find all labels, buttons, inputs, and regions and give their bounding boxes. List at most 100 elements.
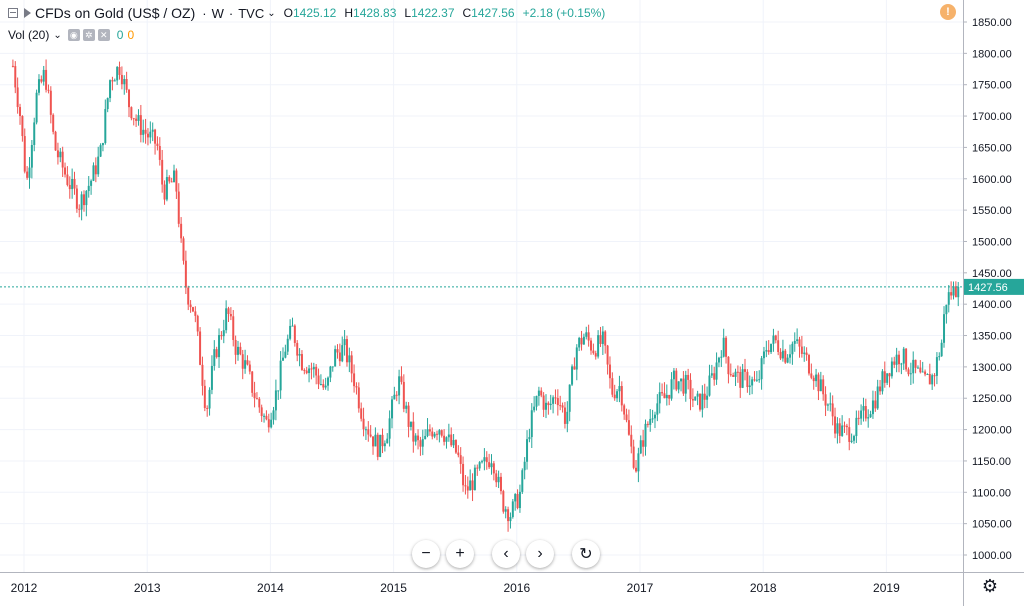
- candle-body: [518, 491, 521, 509]
- candle-body: [400, 376, 403, 382]
- price-tick-label: 1000.00: [972, 550, 1012, 562]
- reset-button[interactable]: ↻: [572, 540, 600, 568]
- candle-body: [30, 145, 33, 168]
- candle-body: [573, 366, 576, 370]
- candle-body: [829, 403, 832, 405]
- candle-body: [222, 330, 225, 337]
- candle-body: [791, 343, 794, 355]
- time-tick-label: 2012: [11, 581, 38, 595]
- candle-body: [571, 366, 574, 385]
- candle-body: [28, 167, 31, 178]
- candle-body: [390, 399, 393, 419]
- collapse-icon[interactable]: [8, 8, 18, 18]
- chevron-down-icon[interactable]: ⌄: [53, 29, 62, 41]
- time-tick-label: 2016: [503, 581, 530, 595]
- candle-body: [180, 223, 183, 239]
- exclamation-circle-icon[interactable]: !: [940, 4, 956, 20]
- interval-label[interactable]: W: [211, 5, 224, 21]
- candle-body: [620, 386, 623, 406]
- candle-body: [244, 360, 247, 369]
- candle-body: [466, 486, 469, 491]
- candle-body: [260, 407, 263, 417]
- close-icon[interactable]: ✕: [97, 29, 110, 41]
- candle-body: [516, 494, 519, 509]
- candle-body: [431, 431, 434, 437]
- settings-small-icon[interactable]: ✲: [82, 29, 95, 41]
- candle-body: [187, 287, 190, 305]
- candle-body: [708, 375, 711, 396]
- zoom-out-button[interactable]: −: [412, 540, 440, 568]
- candle-body: [369, 434, 372, 437]
- source-label[interactable]: TVC: [238, 5, 265, 21]
- candle-body: [540, 390, 543, 396]
- candle-body: [196, 315, 199, 332]
- zoom-in-button[interactable]: +: [446, 540, 474, 568]
- candle-body: [26, 171, 29, 178]
- candle-body: [883, 371, 886, 383]
- candle-body: [746, 371, 749, 388]
- scroll-left-button[interactable]: ‹: [492, 540, 520, 568]
- gear-icon[interactable]: ⚙: [981, 576, 999, 596]
- candle-body: [807, 355, 810, 374]
- candle-body: [869, 414, 872, 418]
- candle-body: [940, 342, 943, 357]
- candle-body: [75, 188, 78, 209]
- candle-body: [71, 179, 74, 190]
- candle-body: [428, 429, 431, 432]
- candle-body: [732, 375, 735, 377]
- candle-body: [786, 357, 789, 363]
- volume-label[interactable]: Vol (20): [8, 28, 50, 42]
- candle-body: [118, 66, 121, 75]
- price-change: +2.18 (+0.15%): [522, 6, 606, 20]
- candle-body: [710, 373, 713, 376]
- symbol-title[interactable]: CFDs on Gold (US$ / OZ): [35, 5, 196, 21]
- price-tick-label: 1650.00: [972, 142, 1012, 154]
- candle-body: [789, 354, 792, 358]
- candle-body: [334, 349, 337, 367]
- candle-body: [194, 311, 197, 316]
- candle-body: [56, 150, 59, 158]
- candle-body: [312, 366, 315, 370]
- candle-body: [544, 402, 547, 410]
- price-tick-label: 1300.00: [972, 362, 1012, 374]
- candle-body: [478, 462, 481, 469]
- candle-body: [658, 392, 661, 404]
- candle-body: [165, 177, 168, 200]
- eye-icon[interactable]: ◉: [67, 29, 80, 41]
- candle-body: [661, 392, 664, 394]
- price-tick-label: 1150.00: [972, 456, 1011, 468]
- candle-body: [635, 467, 638, 472]
- candle-body: [303, 369, 306, 371]
- candle-body: [116, 66, 119, 81]
- candle-body: [834, 416, 837, 434]
- candle-body: [696, 393, 699, 397]
- candle-body: [632, 446, 635, 468]
- candle-body: [125, 78, 128, 90]
- volume-value: 0: [116, 28, 124, 42]
- candle-body: [637, 453, 640, 472]
- candle-body: [919, 367, 922, 373]
- candle-body: [905, 348, 908, 370]
- chevron-down-icon[interactable]: ⌄: [267, 7, 276, 19]
- candle-body: [677, 381, 680, 390]
- time-tick-label: 2014: [257, 581, 284, 595]
- candle-body: [450, 434, 453, 446]
- candle-body: [864, 406, 867, 419]
- candle-body: [360, 408, 363, 419]
- candle-body: [694, 396, 697, 401]
- scroll-right-button[interactable]: ›: [526, 540, 554, 568]
- candle-body: [263, 415, 266, 417]
- candle-body: [236, 346, 239, 355]
- candle-body: [852, 436, 855, 441]
- candle-body: [523, 461, 526, 471]
- candle-body: [201, 364, 204, 386]
- candle-body: [563, 407, 566, 424]
- candle-body: [490, 463, 493, 468]
- candle-body: [585, 332, 588, 337]
- candle-body: [409, 421, 412, 427]
- candle-body: [680, 378, 683, 382]
- candle-body: [353, 373, 356, 387]
- candle-body: [492, 463, 495, 474]
